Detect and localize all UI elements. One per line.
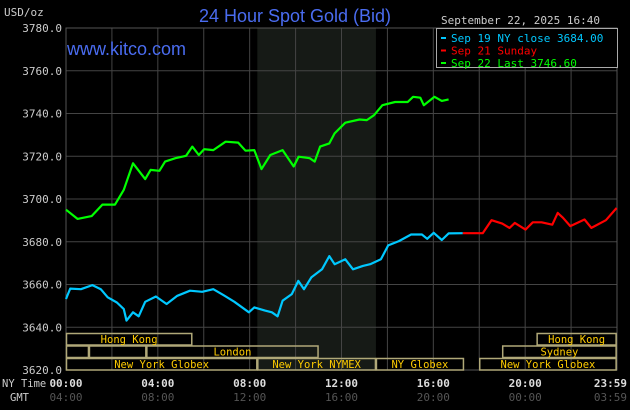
x-tick-label-ny: 08:00: [233, 377, 266, 390]
session-bar: London: [146, 345, 319, 359]
kitco-watermark: www.kitco.com: [66, 39, 186, 59]
x-tick-label-gmt: 20:00: [417, 391, 450, 404]
session-bar: New York NYMEX: [257, 357, 377, 371]
legend-swatch: [441, 49, 446, 52]
x-axis-row-label: GMT: [10, 392, 30, 404]
session-label: NY Globex: [391, 359, 448, 371]
legend-box: [436, 28, 618, 68]
y-tick-label: 3740.0: [22, 108, 62, 121]
session-bar-outline: [501, 345, 617, 359]
session-bar-outline: [146, 345, 319, 359]
session-bar-outline: [257, 357, 377, 371]
session-bar-outline: [479, 357, 617, 371]
session-bar-outline: [375, 357, 465, 371]
x-tick-label-gmt: 16:00: [325, 391, 358, 404]
session-label: New York Globex: [501, 359, 596, 371]
session-bar: New York Globex: [65, 357, 258, 371]
x-tick-label-ny: 00:00: [49, 377, 82, 390]
chart-timestamp: September 22, 2025 16:40: [441, 14, 600, 27]
x-axis-row-label: NY Time: [2, 378, 46, 390]
x-tick-label-gmt: 00:00: [509, 391, 542, 404]
legend-entry: Sep 22 Last 3746.60: [451, 57, 577, 70]
session-bar-outline: [65, 332, 193, 346]
session-bar: New York Globex: [479, 357, 617, 371]
x-tick-label-ny: 23:59: [594, 377, 627, 390]
y-tick-label: 3680.0: [22, 236, 62, 249]
session-bar: NY Globex: [375, 357, 465, 371]
x-tick-label-gmt: 03:59: [594, 391, 627, 404]
session-bar-outline: [65, 357, 258, 371]
session-label: Sydney: [540, 347, 578, 359]
session-label: New York NYMEX: [272, 359, 361, 371]
session-bar: [88, 345, 147, 359]
series-line-2: [65, 95, 449, 220]
x-tick-label-ny: 20:00: [509, 377, 542, 390]
series-line-1: [462, 207, 618, 235]
session-bar: Hong Kong: [536, 332, 617, 346]
legend-entry: Sep 21 Sunday: [451, 45, 537, 58]
x-tick-label-gmt: 04:00: [49, 391, 82, 404]
x-tick-label-ny: 12:00: [325, 377, 358, 390]
session-label: Hong Kong: [101, 334, 158, 346]
session-bar-outline: [65, 345, 90, 359]
x-tick-label-gmt: 08:00: [141, 391, 174, 404]
y-tick-label: 3700.0: [22, 193, 62, 206]
chart-title: 24 Hour Spot Gold (Bid): [199, 6, 391, 26]
y-tick-label: 3780.0: [22, 22, 62, 35]
series-line-0: [64, 231, 463, 322]
y-axis-unit-label: USD/oz: [4, 6, 44, 19]
y-tick-label: 3760.0: [22, 65, 62, 78]
session-label: London: [213, 347, 251, 359]
session-bar-outline: [536, 332, 617, 346]
session-bar: [65, 345, 90, 359]
y-tick-label: 3660.0: [22, 279, 62, 292]
session-bar: Hong Kong: [65, 332, 193, 346]
y-tick-label: 3620.0: [22, 364, 62, 377]
session-label: New York Globex: [114, 359, 209, 371]
y-tick-label: 3640.0: [22, 321, 62, 334]
legend-swatch: [441, 62, 446, 64]
session-bar: Sydney: [501, 345, 617, 359]
legend-entry: Sep 19 NY close 3684.00: [451, 32, 603, 45]
session-bar-outline: [88, 345, 147, 359]
x-tick-label-ny: 04:00: [141, 377, 174, 390]
x-tick-label-ny: 16:00: [417, 377, 450, 390]
session-label: Hong Kong: [548, 334, 605, 346]
y-tick-label: 3720.0: [22, 150, 62, 163]
legend-swatch: [441, 37, 446, 39]
x-tick-label-gmt: 12:00: [233, 391, 266, 404]
